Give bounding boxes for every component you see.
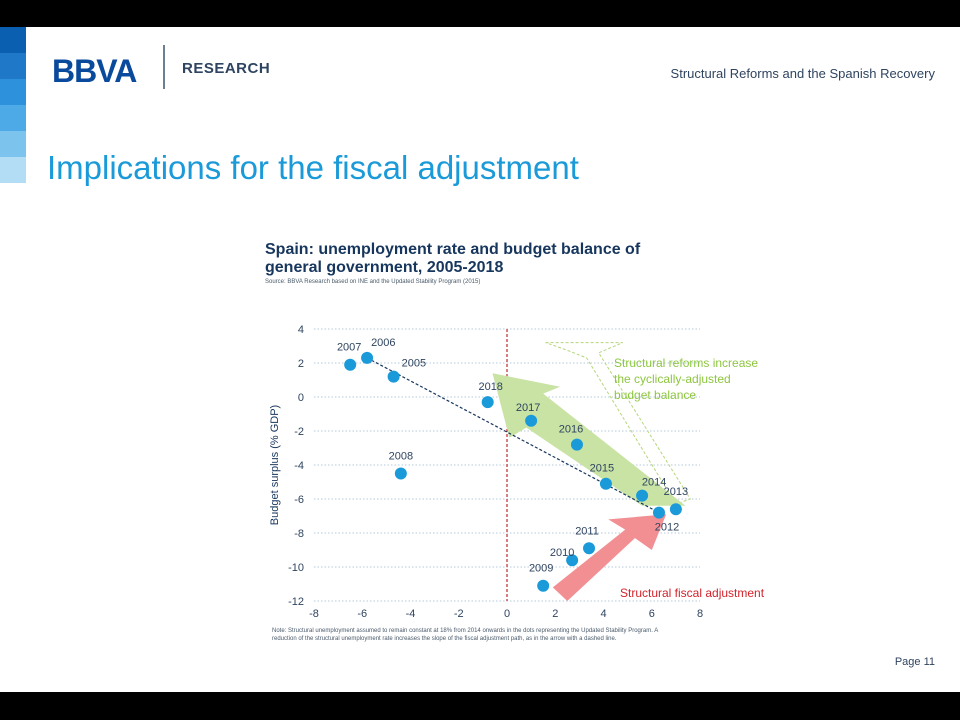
y-tick-label: 0 — [298, 392, 304, 404]
point-label: 2014 — [642, 477, 666, 489]
y-tick-label: -10 — [288, 562, 304, 574]
presentation-title: Structural Reforms and the Spanish Recov… — [670, 66, 935, 81]
data-point — [394, 467, 407, 480]
data-point — [566, 554, 579, 567]
x-tick-label: 8 — [697, 608, 703, 620]
red-annotation: Structural fiscal adjustment — [620, 586, 765, 600]
data-point — [583, 542, 596, 555]
research-label: RESEARCH — [182, 60, 271, 77]
data-point — [669, 503, 682, 516]
data-point — [599, 477, 612, 490]
data-point — [525, 414, 538, 427]
stripe — [0, 79, 26, 105]
y-tick-label: -2 — [294, 426, 304, 438]
point-label: 2015 — [590, 463, 614, 475]
point-label: 2005 — [402, 358, 426, 370]
chart-title-line-2: general government, 2005-2018 — [265, 259, 504, 276]
green-annotation: Structural reforms increase — [614, 356, 758, 370]
point-label: 2013 — [664, 486, 688, 498]
data-point — [537, 579, 550, 592]
slide: BBVA RESEARCH Structural Reforms and the… — [0, 27, 960, 692]
y-tick-label: -8 — [294, 528, 304, 540]
bbva-logo: BBVA — [52, 53, 137, 89]
point-label: 2008 — [389, 451, 413, 463]
point-label: 2007 — [337, 342, 361, 354]
logo-divider — [163, 45, 165, 89]
chart-title-line-1: Spain: unemployment rate and budget bala… — [265, 241, 641, 258]
x-tick-label: 6 — [649, 608, 655, 620]
stripe — [0, 131, 26, 157]
data-point — [636, 489, 649, 502]
data-point — [652, 506, 665, 519]
chart-note: Note: Structural unemployment assumed to… — [272, 628, 658, 642]
data-point — [481, 396, 494, 409]
stripe — [0, 27, 26, 53]
scatter-chart: 4 2 0 -2 -4 -6 -8 -10 -12 -8 -6 -4 -2 0 2 4 6 8 Cyclical u… — [269, 324, 765, 625]
x-tick-label: -8 — [309, 608, 319, 620]
point-label: 2009 — [529, 563, 553, 575]
stripe — [0, 157, 26, 183]
stripe — [0, 105, 26, 131]
x-tick-label: 0 — [504, 608, 510, 620]
data-point — [570, 438, 583, 451]
dashed-arrow — [545, 342, 692, 505]
red-arrow — [552, 514, 667, 601]
data-point — [344, 358, 357, 371]
chart-title: Spain: unemployment rate and budget bala… — [265, 241, 640, 277]
green-annotation: the cyclically-adjusted — [614, 372, 731, 386]
point-label: 2011 — [575, 525, 599, 537]
slide-title: Implications for the fiscal adjustment — [47, 149, 579, 186]
y-tick-label: 2 — [298, 358, 304, 370]
point-label: 2012 — [655, 522, 679, 534]
point-label: 2006 — [371, 337, 395, 349]
data-point — [361, 351, 374, 364]
point-label: 2016 — [559, 424, 583, 436]
x-tick-label: 2 — [552, 608, 558, 620]
x-tick-label: 4 — [600, 608, 606, 620]
x-tick-label: -4 — [406, 608, 416, 620]
stripe — [0, 53, 26, 79]
y-axis-label: Budget surplus (% GDP) — [269, 405, 281, 525]
y-tick-label: -4 — [294, 460, 304, 472]
x-tick-label: -6 — [357, 608, 367, 620]
green-annotation: budget balance — [614, 388, 696, 402]
y-tick-label: 4 — [298, 324, 304, 336]
point-label: 2010 — [550, 547, 574, 559]
green-arrow — [492, 373, 686, 506]
data-point — [387, 370, 400, 383]
page-number: Page 11 — [894, 656, 935, 668]
y-tick-label: -6 — [294, 494, 304, 506]
decorative-stripes — [0, 27, 26, 183]
chart-source: Source: BBVA Research based on INE and t… — [265, 279, 481, 285]
point-label: 2018 — [478, 381, 502, 393]
y-tick-label: -12 — [288, 596, 304, 608]
point-label: 2017 — [516, 402, 540, 414]
x-tick-label: -2 — [454, 608, 464, 620]
x-axis-label: Cyclical unemployment (%) — [440, 624, 573, 625]
